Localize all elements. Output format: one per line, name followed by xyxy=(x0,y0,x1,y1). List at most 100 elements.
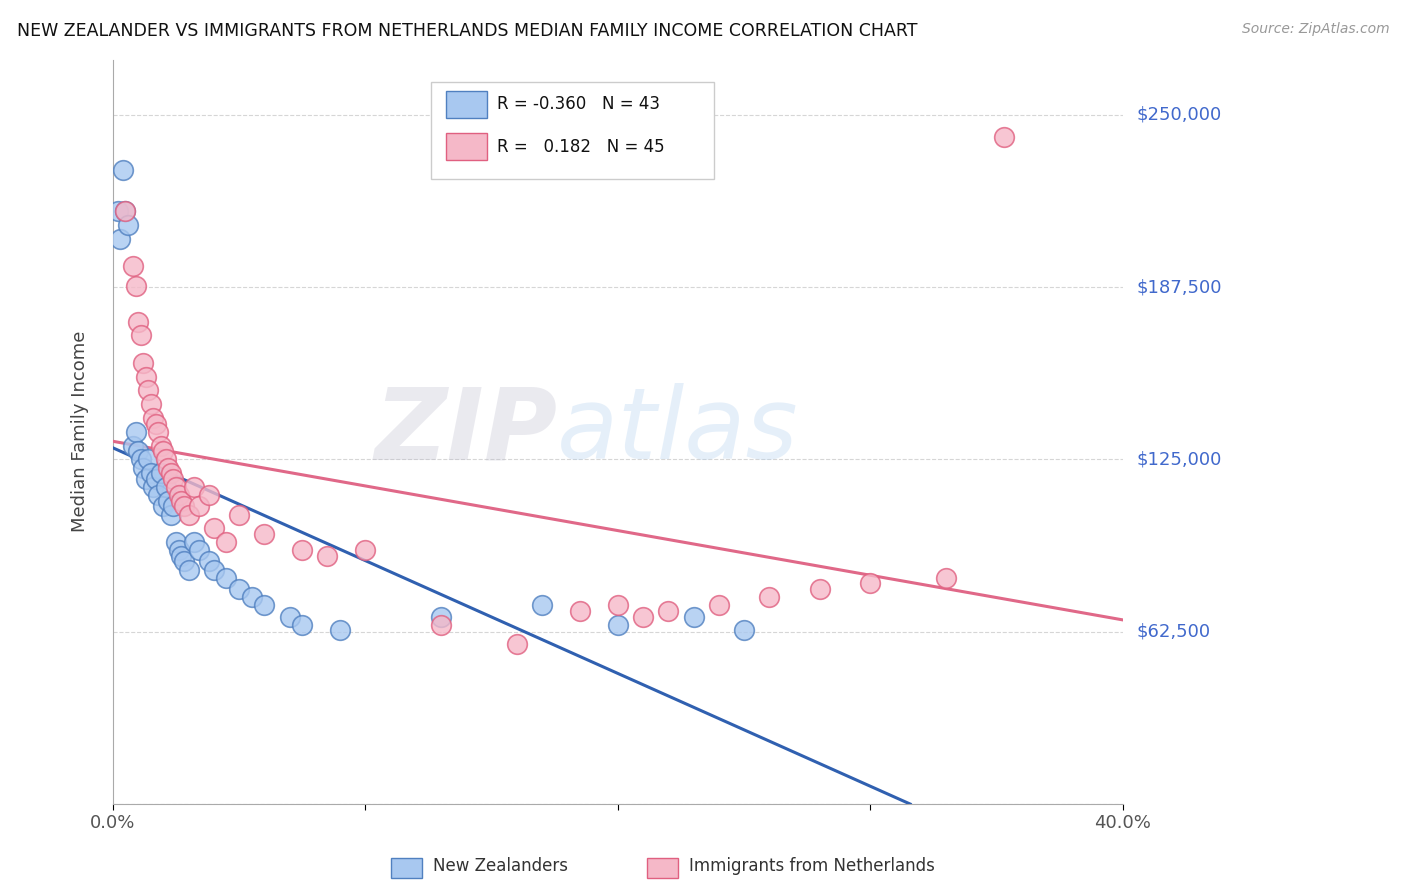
Point xyxy=(165,535,187,549)
Point xyxy=(758,591,780,605)
Point xyxy=(808,582,831,596)
Text: atlas: atlas xyxy=(557,384,799,480)
Text: NEW ZEALANDER VS IMMIGRANTS FROM NETHERLANDS MEDIAN FAMILY INCOME CORRELATION CH: NEW ZEALANDER VS IMMIGRANTS FROM NETHERL… xyxy=(17,22,917,40)
Point xyxy=(122,260,145,274)
Point xyxy=(152,444,174,458)
Point xyxy=(145,417,167,431)
Point xyxy=(177,508,200,522)
Point xyxy=(187,500,209,514)
Point xyxy=(111,162,134,177)
Point xyxy=(149,466,172,480)
Point xyxy=(430,609,453,624)
Point xyxy=(278,609,301,624)
Point xyxy=(253,599,276,613)
Point xyxy=(152,500,174,514)
Point xyxy=(117,218,139,232)
Text: ZIP: ZIP xyxy=(374,384,557,480)
Point xyxy=(240,591,263,605)
Text: New Zealanders: New Zealanders xyxy=(433,857,568,875)
Point xyxy=(202,563,225,577)
Point xyxy=(173,554,195,568)
Point xyxy=(160,508,183,522)
Point xyxy=(157,460,180,475)
Point xyxy=(139,397,162,411)
Point xyxy=(198,488,221,502)
Point xyxy=(132,460,155,475)
Point xyxy=(136,452,159,467)
Point xyxy=(506,637,529,651)
Point xyxy=(606,617,628,632)
Point xyxy=(107,204,129,219)
Point xyxy=(167,488,190,502)
Point xyxy=(228,508,250,522)
Point xyxy=(136,384,159,398)
Point xyxy=(160,466,183,480)
Point xyxy=(127,314,149,328)
Point xyxy=(606,599,628,613)
Point xyxy=(183,535,205,549)
Point xyxy=(228,582,250,596)
Point xyxy=(859,576,882,591)
Point xyxy=(114,204,136,219)
Text: Immigrants from Netherlands: Immigrants from Netherlands xyxy=(689,857,935,875)
Point xyxy=(155,452,177,467)
Text: Source: ZipAtlas.com: Source: ZipAtlas.com xyxy=(1241,22,1389,37)
Point xyxy=(129,452,152,467)
Y-axis label: Median Family Income: Median Family Income xyxy=(72,331,89,533)
Bar xyxy=(446,133,486,160)
Point xyxy=(215,535,238,549)
Point xyxy=(657,604,679,618)
Text: R = -0.360   N = 43: R = -0.360 N = 43 xyxy=(496,95,659,113)
Point xyxy=(173,500,195,514)
Point xyxy=(122,439,145,453)
Point xyxy=(183,480,205,494)
Point xyxy=(707,599,730,613)
Point xyxy=(253,526,276,541)
Text: $125,000: $125,000 xyxy=(1137,450,1222,468)
Point xyxy=(132,356,155,370)
Point xyxy=(148,488,170,502)
Point xyxy=(430,617,453,632)
Point xyxy=(124,278,146,293)
FancyBboxPatch shape xyxy=(432,82,714,178)
Text: $250,000: $250,000 xyxy=(1137,106,1222,124)
Point xyxy=(157,493,180,508)
Point xyxy=(162,500,184,514)
Point xyxy=(291,543,314,558)
Point xyxy=(569,604,592,618)
Point xyxy=(177,563,200,577)
Point xyxy=(110,232,132,246)
Point xyxy=(149,439,172,453)
Point xyxy=(114,204,136,219)
Point xyxy=(145,472,167,486)
Point xyxy=(155,480,177,494)
Point xyxy=(531,599,554,613)
Bar xyxy=(446,91,486,118)
Point xyxy=(733,624,755,638)
Point xyxy=(167,543,190,558)
Point xyxy=(291,617,314,632)
Point xyxy=(170,549,193,563)
Point xyxy=(127,444,149,458)
Point xyxy=(187,543,209,558)
Point xyxy=(198,554,221,568)
Text: R =   0.182   N = 45: R = 0.182 N = 45 xyxy=(496,137,664,156)
Point xyxy=(129,328,152,343)
Point xyxy=(215,571,238,585)
Text: $62,500: $62,500 xyxy=(1137,623,1211,640)
Point xyxy=(142,411,165,425)
Point xyxy=(935,571,957,585)
Point xyxy=(202,521,225,535)
Point xyxy=(148,425,170,439)
Point xyxy=(142,480,165,494)
Point xyxy=(135,472,157,486)
Text: $187,500: $187,500 xyxy=(1137,278,1222,296)
Point xyxy=(682,609,704,624)
Point xyxy=(170,493,193,508)
Point xyxy=(993,129,1015,144)
Point xyxy=(135,369,157,384)
Point xyxy=(162,472,184,486)
Point xyxy=(354,543,377,558)
Point xyxy=(124,425,146,439)
Point xyxy=(631,609,654,624)
